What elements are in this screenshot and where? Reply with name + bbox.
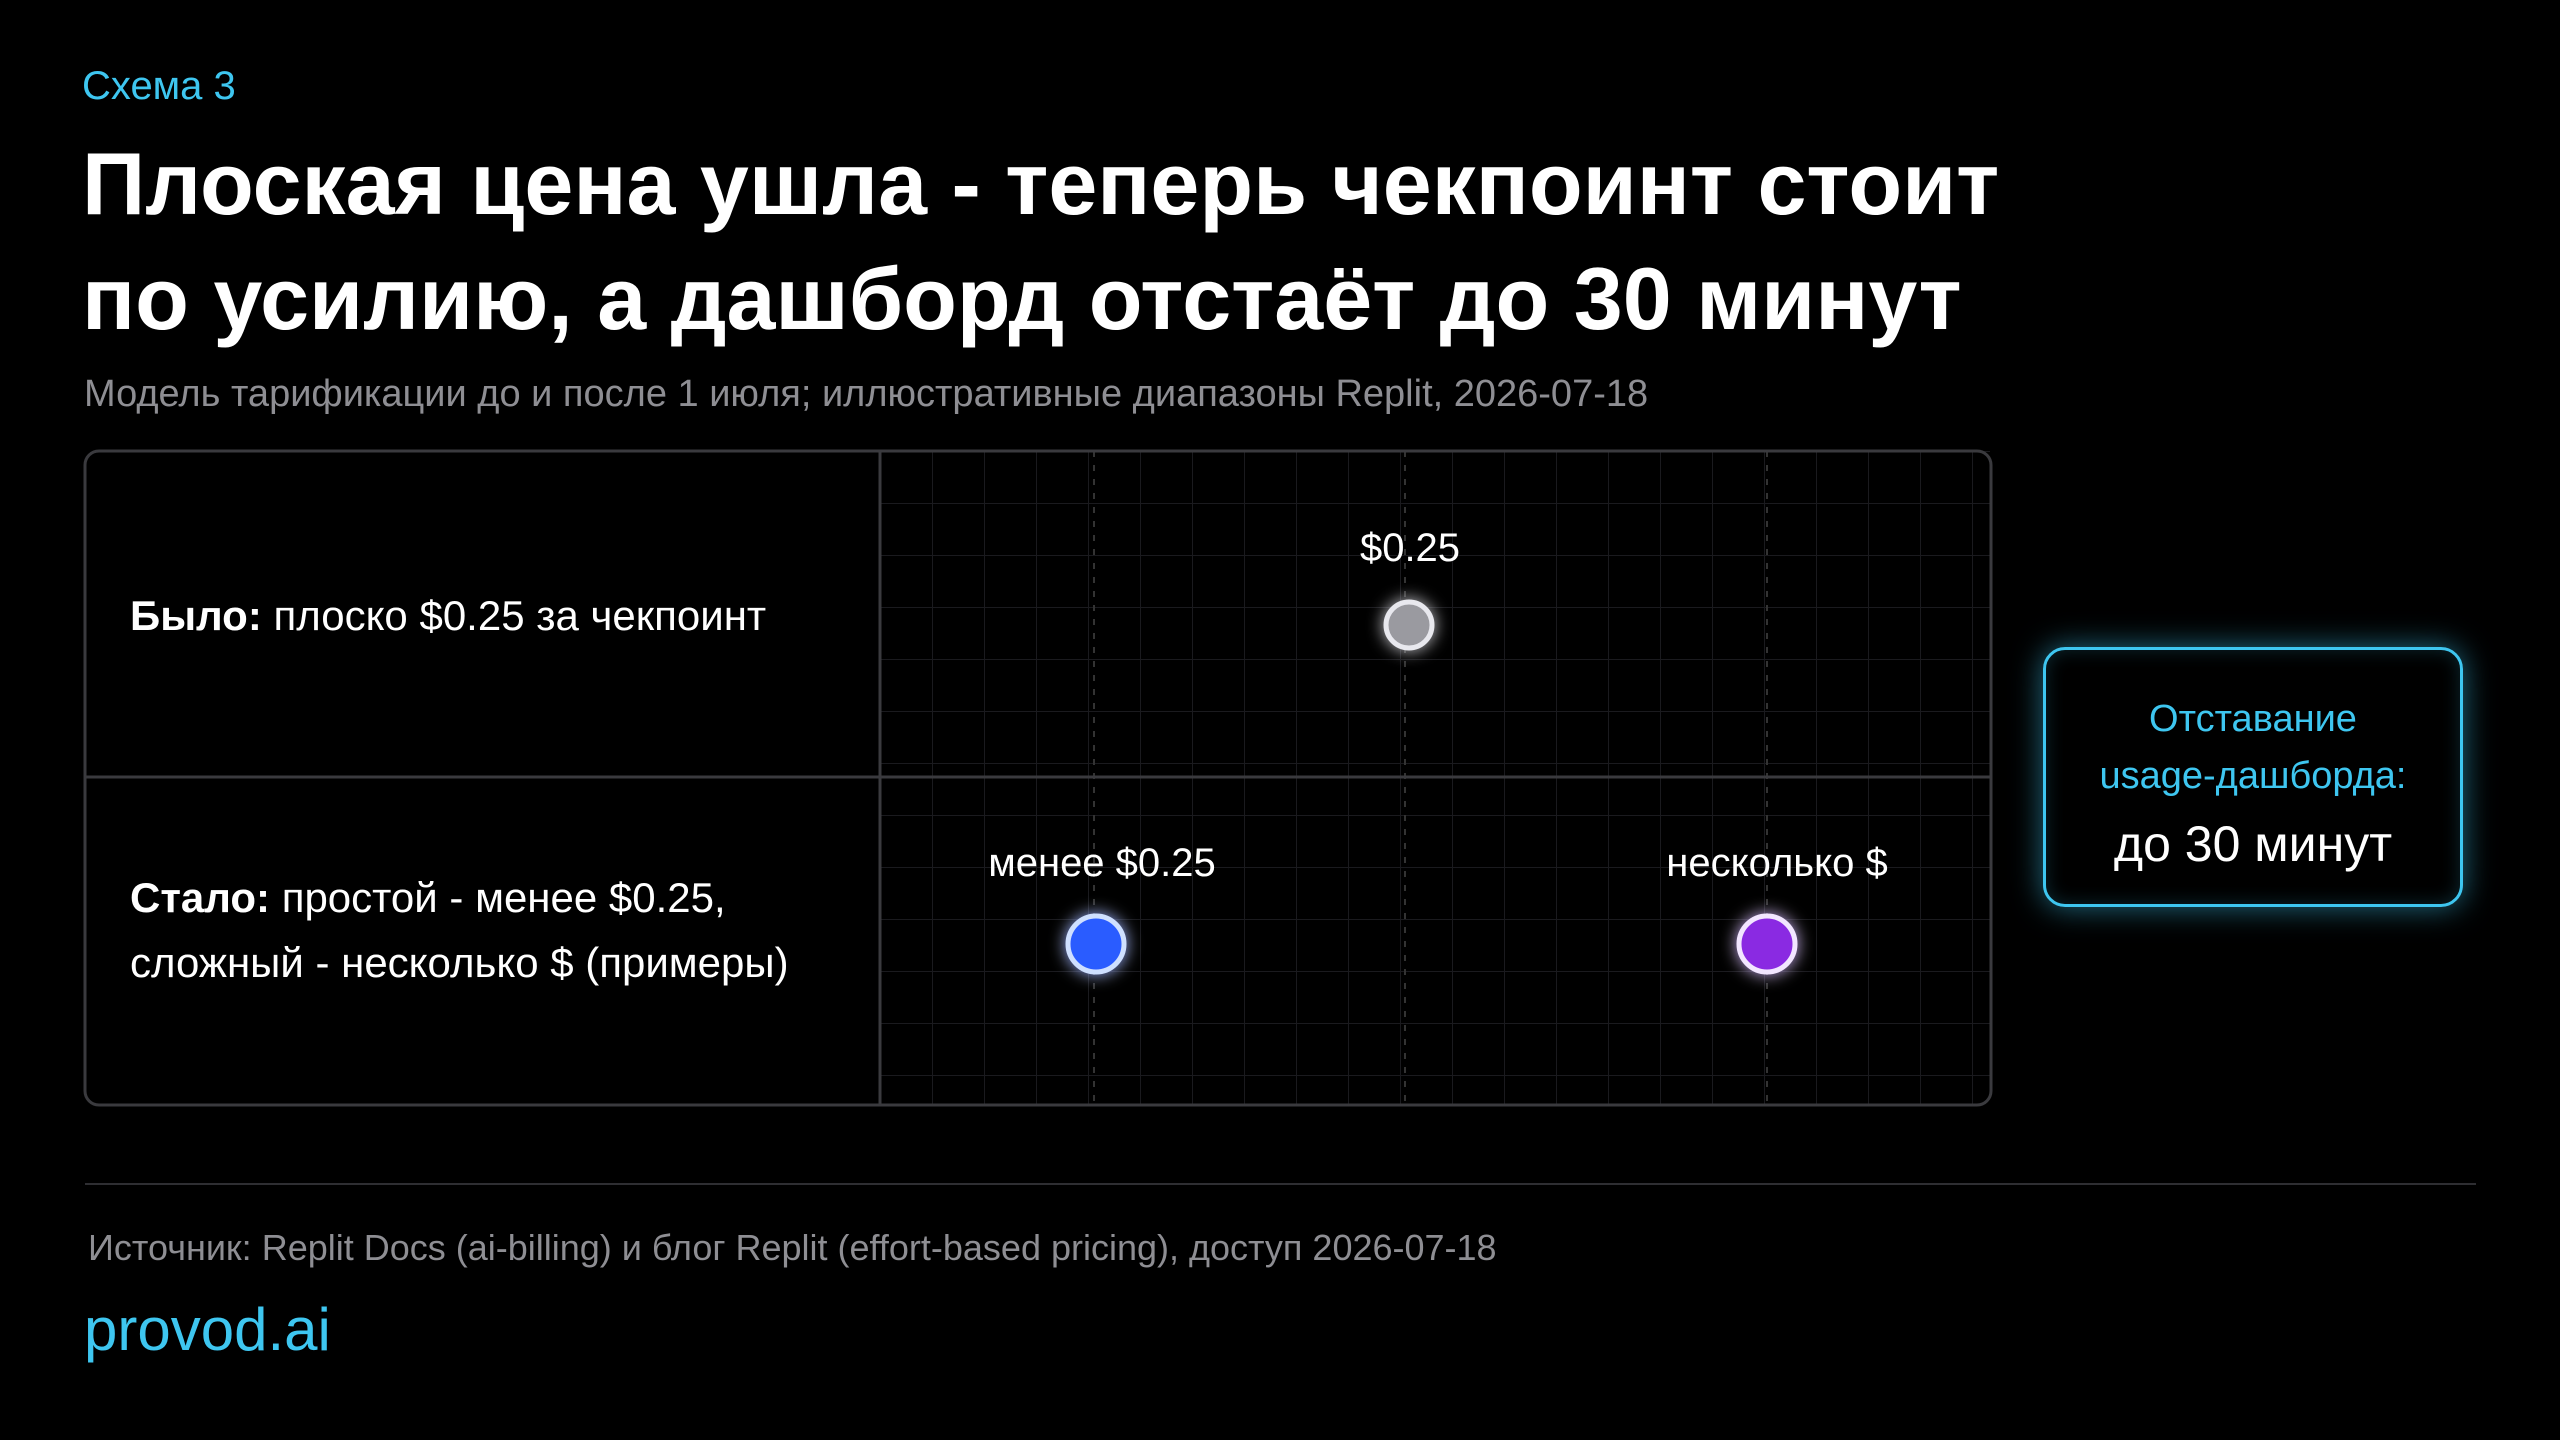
row-lead: Было: xyxy=(130,592,262,639)
callout-label: usage-дашборда: xyxy=(2099,755,2407,797)
brand: provod.ai xyxy=(84,1296,331,1363)
title-line: по усилию, а дашборд отстаёт до 30 минут xyxy=(82,249,1962,348)
callout-label: Отставание xyxy=(2149,698,2357,740)
callout: Отставание usage-дашборда: до 30 минут xyxy=(2043,647,2463,907)
title-line: Плоская цена ушла - теперь чекпоинт стои… xyxy=(82,134,2000,233)
row-text: сложный - несколько $ (примеры) xyxy=(130,939,789,986)
callout-value: до 30 минут xyxy=(2113,816,2393,872)
subtitle: Модель тарификации до и после 1 июля; ил… xyxy=(84,373,1649,415)
marker-label: менее $0.25 xyxy=(988,841,1216,885)
marker-label: несколько $ xyxy=(1666,841,1888,885)
row-text: простой - менее $0.25, xyxy=(281,874,726,921)
range-start xyxy=(1065,913,1127,975)
row-text: плоско $0.25 за чекпоинт xyxy=(273,592,767,639)
kicker: Схема 3 xyxy=(82,64,236,108)
range-end xyxy=(1736,913,1798,975)
marker-label: $0.25 xyxy=(1359,526,1461,570)
row-label: Было: плоско $0.25 за чекпоинт xyxy=(130,595,766,637)
flat-dot xyxy=(1383,599,1435,651)
row-lead: Стало: xyxy=(130,874,271,921)
row-label: Стало: простой - менее $0.25, xyxy=(130,877,726,919)
source: Источник: Replit Docs (ai-billing) и бло… xyxy=(88,1227,1497,1268)
